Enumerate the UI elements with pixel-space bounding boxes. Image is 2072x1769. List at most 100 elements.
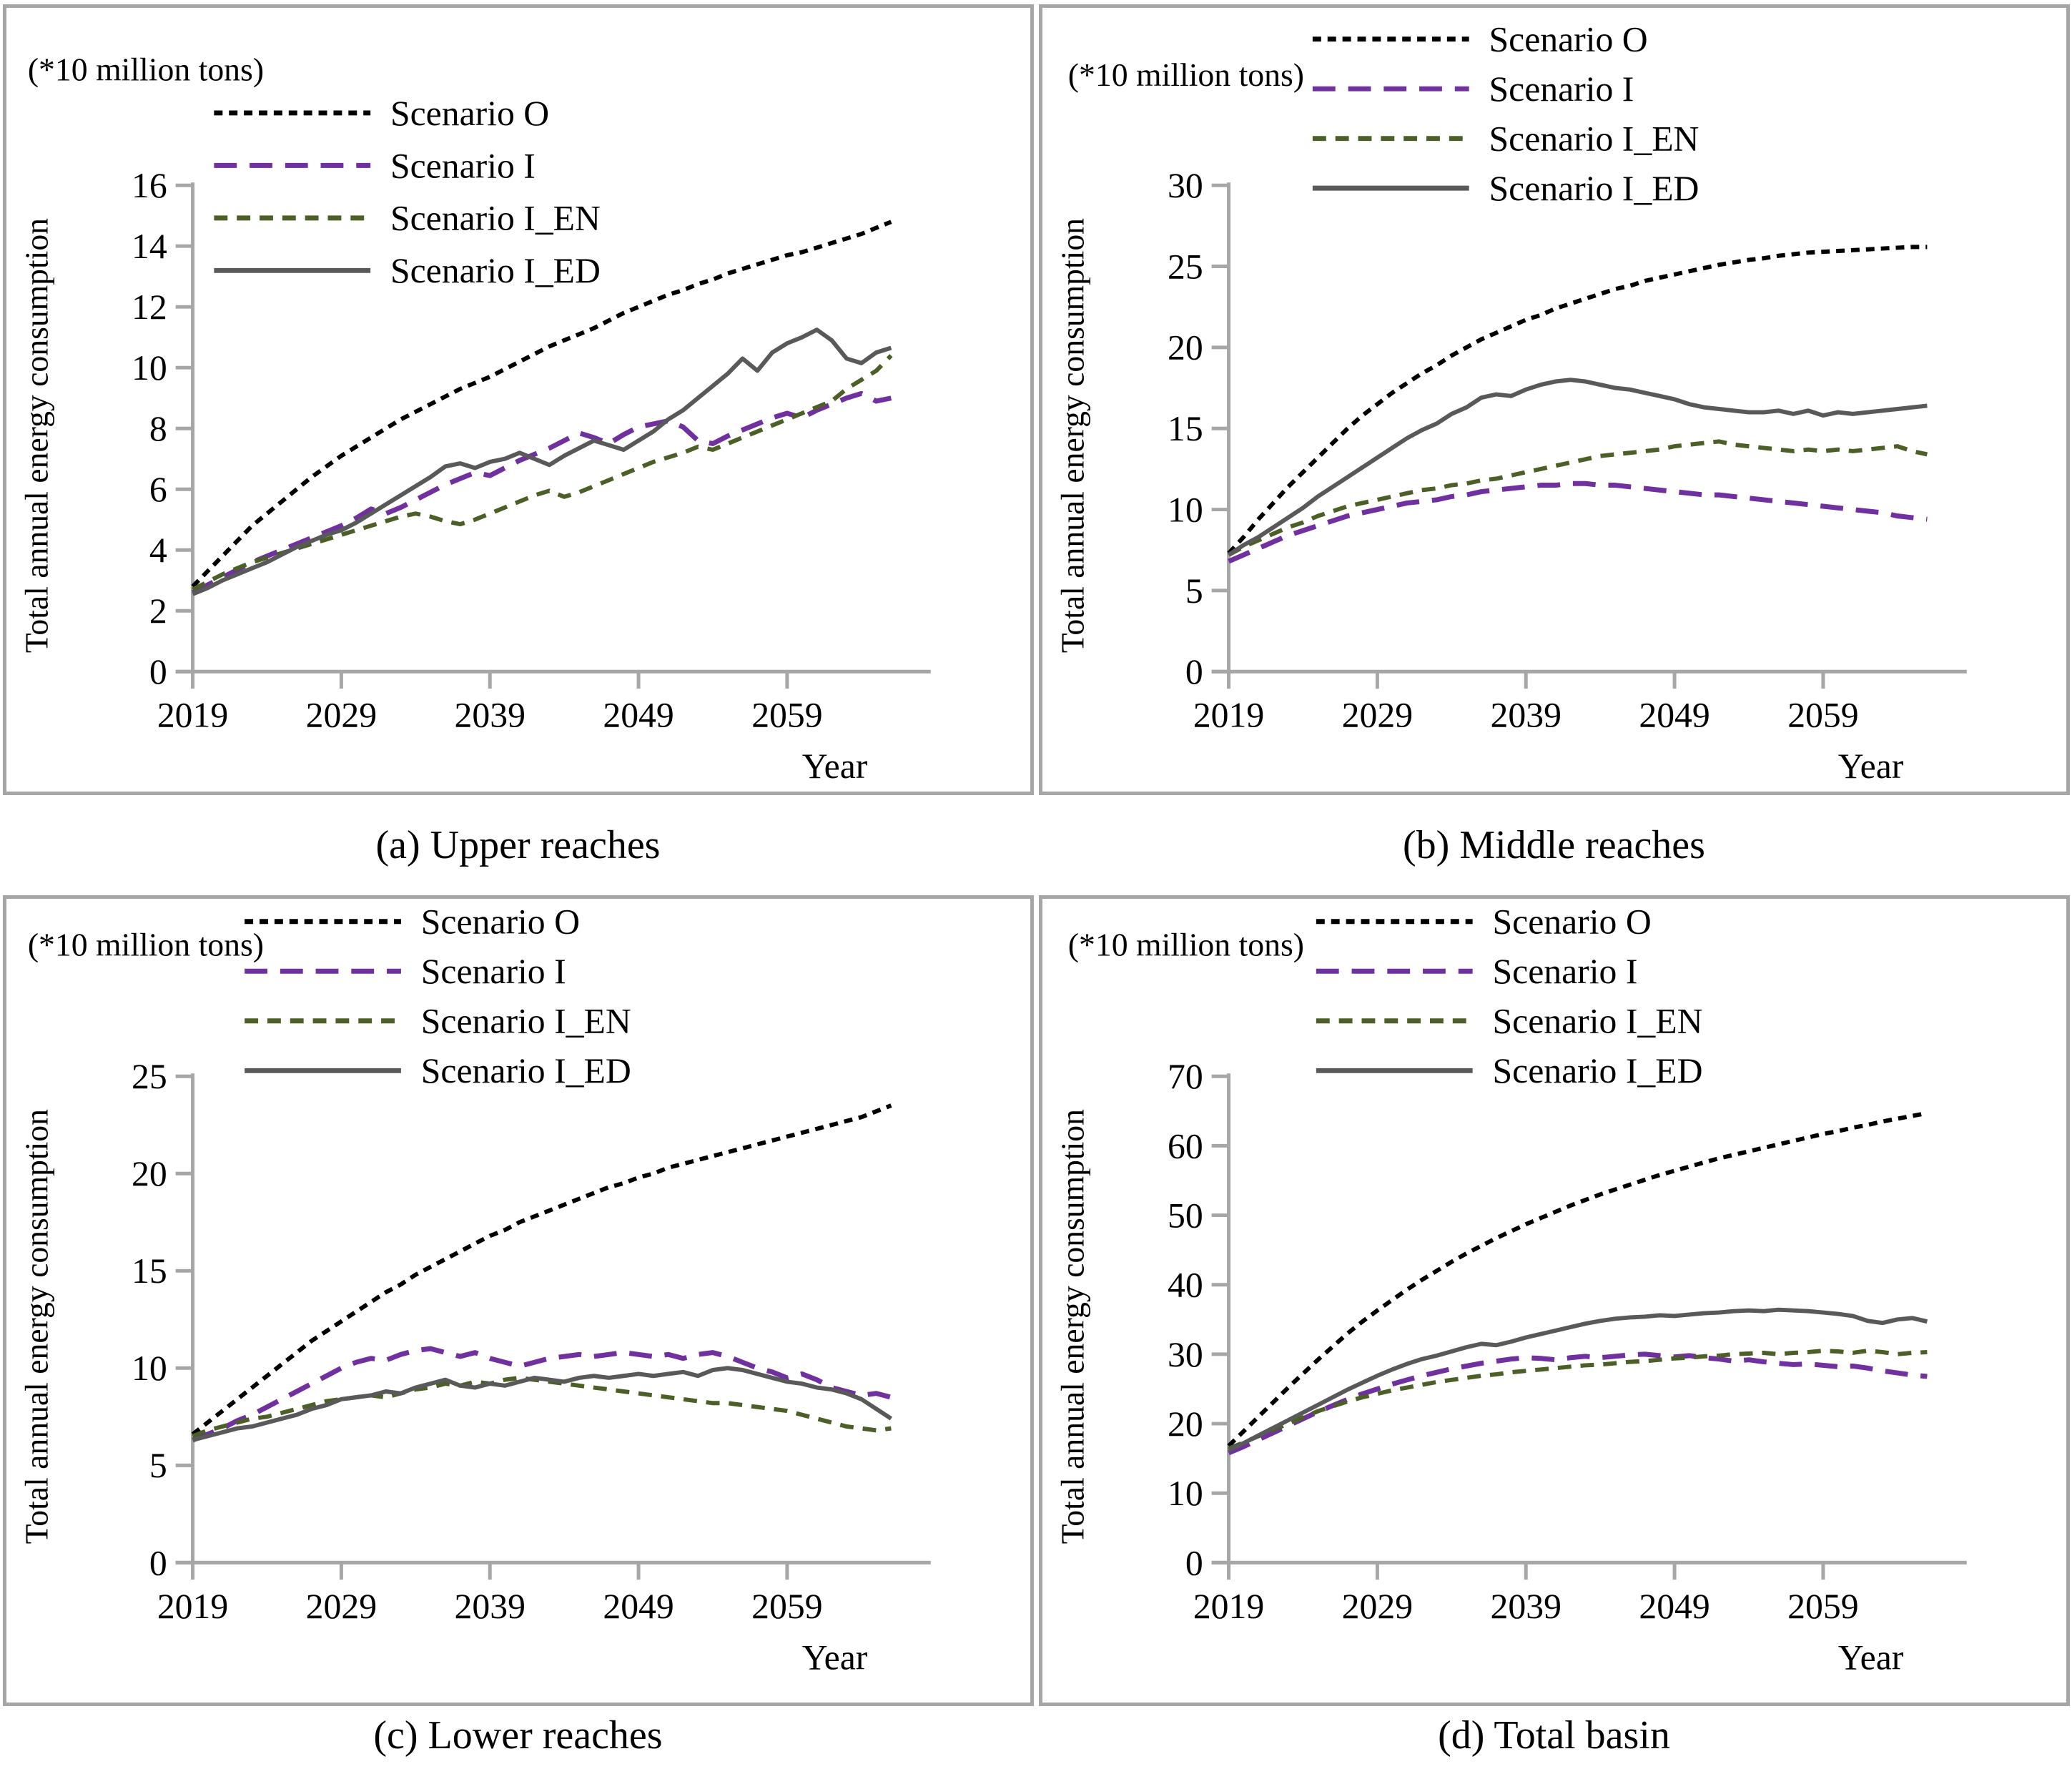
y-tick-label: 0 — [149, 1543, 167, 1582]
x-tick-label: 2019 — [1193, 1587, 1263, 1626]
chart-svg: 0 10 20 30 40 50 60 70 2019 2029 2039 2049 2059 Year T… — [1054, 902, 1967, 1677]
x-tick-label: 2039 — [454, 1587, 525, 1626]
x-tick-label: 2019 — [157, 1587, 227, 1626]
y-tick-label: 10 — [132, 1349, 167, 1388]
y-tick-label: 16 — [132, 166, 167, 205]
x-tick-label: 2049 — [603, 696, 674, 735]
y-tick-label: 60 — [1168, 1126, 1203, 1166]
figure-cell-b: 0 5 10 15 20 25 30 2019 2029 2039 2049 2059 Year Tota… — [1036, 4, 2072, 895]
x-tick-label: 2059 — [751, 1587, 822, 1626]
x-tick-label: 2029 — [305, 696, 376, 735]
legend-item: Scenario I — [1316, 952, 1637, 991]
x-tick-label: 2059 — [1787, 1587, 1858, 1626]
legend-item: Scenario O — [1316, 902, 1651, 942]
series-line-scenario-i-en — [191, 1375, 892, 1439]
x-axis-title: Year — [1837, 746, 1903, 786]
x-axis-title: Year — [801, 746, 867, 786]
legend-item: Scenario I_ED — [213, 251, 601, 290]
legend-item: Scenario I_ED — [244, 1051, 631, 1090]
legend-label: Scenario I — [1492, 952, 1637, 991]
x-tick-label: 2049 — [1639, 696, 1710, 735]
series-line-scenario-i-en — [1227, 1349, 1928, 1451]
y-axis-title: Total annual energy consumption — [1054, 218, 1090, 653]
series-line-scenario-i-ed — [1227, 1307, 1928, 1452]
panel-caption: (c) Lower reaches — [373, 1713, 663, 1758]
legend-label: Scenario O — [1489, 20, 1647, 59]
y-tick-label: 10 — [1168, 1474, 1203, 1513]
y-tick-label: 15 — [132, 1251, 167, 1291]
figure-cell-c: 0 5 10 15 20 25 2019 2029 2039 2049 2059 Year Total … — [0, 895, 1036, 1765]
x-tick-label: 2019 — [1193, 696, 1263, 735]
y-tick-label: 15 — [1168, 409, 1203, 448]
y-tick-label: 6 — [149, 470, 167, 509]
chart-panel-a: 0 2 4 6 8 10 12 14 16 2019 2029 2039 2049 2059 Year Tot… — [2, 4, 1034, 795]
series-line-scenario-i — [1227, 1351, 1928, 1456]
units-label: (*10 million tons) — [27, 926, 263, 962]
units-label: (*10 million tons) — [1067, 56, 1303, 93]
series-line-scenario-i-en — [1227, 439, 1928, 557]
y-tick-label: 2 — [149, 591, 167, 631]
chart-panel-c: 0 5 10 15 20 25 2019 2029 2039 2049 2059 Year Total … — [2, 895, 1034, 1706]
legend-label: Scenario I_EN — [1492, 1002, 1702, 1041]
x-tick-label: 2029 — [1341, 696, 1412, 735]
legend-label: Scenario I — [1489, 69, 1634, 109]
y-tick-label: 30 — [1168, 1335, 1203, 1374]
legend-item: Scenario I_EN — [213, 199, 601, 238]
y-tick-label: 5 — [149, 1446, 167, 1485]
y-tick-label: 12 — [132, 287, 167, 327]
legend-label: Scenario O — [1492, 902, 1651, 942]
x-tick-label: 2019 — [157, 696, 227, 735]
series-line-scenario-o — [190, 220, 892, 588]
x-tick-label: 2059 — [751, 696, 822, 735]
legend-item: Scenario I — [244, 952, 566, 991]
y-axis-title: Total annual energy consumption — [1054, 1109, 1090, 1544]
legend-label: Scenario I_EN — [390, 199, 601, 238]
x-tick-label: 2039 — [1490, 1587, 1561, 1626]
series-line-scenario-o — [191, 1103, 892, 1437]
x-tick-label: 2059 — [1787, 696, 1858, 735]
series-line-scenario-i-ed — [191, 327, 892, 596]
units-label: (*10 million tons) — [27, 51, 263, 87]
y-tick-label: 40 — [1168, 1266, 1203, 1305]
y-tick-label: 10 — [132, 348, 167, 388]
y-tick-label: 20 — [1168, 1404, 1203, 1444]
panel-caption: (a) Upper reaches — [375, 823, 661, 867]
legend-label: Scenario I_ED — [390, 251, 601, 290]
legend-item: Scenario I_ED — [1312, 169, 1699, 208]
y-tick-label: 8 — [149, 409, 167, 448]
figure-cell-a: 0 2 4 6 8 10 12 14 16 2019 2029 2039 2049 2059 Year Tot… — [0, 4, 1036, 895]
x-tick-label: 2049 — [1639, 1587, 1710, 1626]
chart-panel-b: 0 5 10 15 20 25 30 2019 2029 2039 2049 2059 Year Tota… — [1038, 4, 2070, 795]
series-line-scenario-i — [191, 390, 892, 595]
y-tick-label: 0 — [1185, 652, 1203, 691]
y-tick-label: 5 — [1185, 571, 1203, 611]
legend-item: Scenario I_EN — [244, 1002, 631, 1041]
y-tick-label: 50 — [1168, 1196, 1203, 1235]
x-tick-label: 2039 — [454, 696, 525, 735]
y-tick-label: 0 — [1185, 1543, 1203, 1582]
series-line-scenario-o — [1226, 1110, 1928, 1448]
legend-item: Scenario I_EN — [1312, 119, 1699, 159]
x-axis-title: Year — [801, 1637, 867, 1677]
x-tick-label: 2029 — [1341, 1587, 1412, 1626]
chart-panel-d: 0 10 20 30 40 50 60 70 2019 2029 2039 2049 2059 Year T… — [1038, 895, 2070, 1706]
legend-item: Scenario O — [244, 902, 580, 942]
legend-item: Scenario I_EN — [1316, 1002, 1702, 1041]
y-tick-label: 10 — [1168, 490, 1203, 529]
legend-item: Scenario I_ED — [1316, 1051, 1702, 1090]
legend-label: Scenario I — [390, 146, 536, 185]
series-line-scenario-i-ed — [192, 1366, 892, 1442]
legend-label: Scenario I_EN — [1489, 119, 1699, 159]
series-line-scenario-i — [1227, 481, 1928, 564]
figure-cell-d: 0 10 20 30 40 50 60 70 2019 2029 2039 2049 2059 Year T… — [1036, 895, 2072, 1765]
series-line-scenario-i-en — [191, 354, 893, 592]
chart-svg: 0 2 4 6 8 10 12 14 16 2019 2029 2039 2049 2059 Year Tot… — [18, 51, 931, 786]
series-line-scenario-i-ed — [1227, 378, 1928, 557]
y-tick-label: 20 — [132, 1154, 167, 1193]
y-tick-label: 30 — [1168, 166, 1203, 205]
legend-label: Scenario O — [420, 902, 579, 942]
y-tick-label: 4 — [149, 531, 167, 570]
y-axis-title: Total annual energy consumption — [18, 218, 54, 653]
units-label: (*10 million tons) — [1067, 926, 1303, 962]
